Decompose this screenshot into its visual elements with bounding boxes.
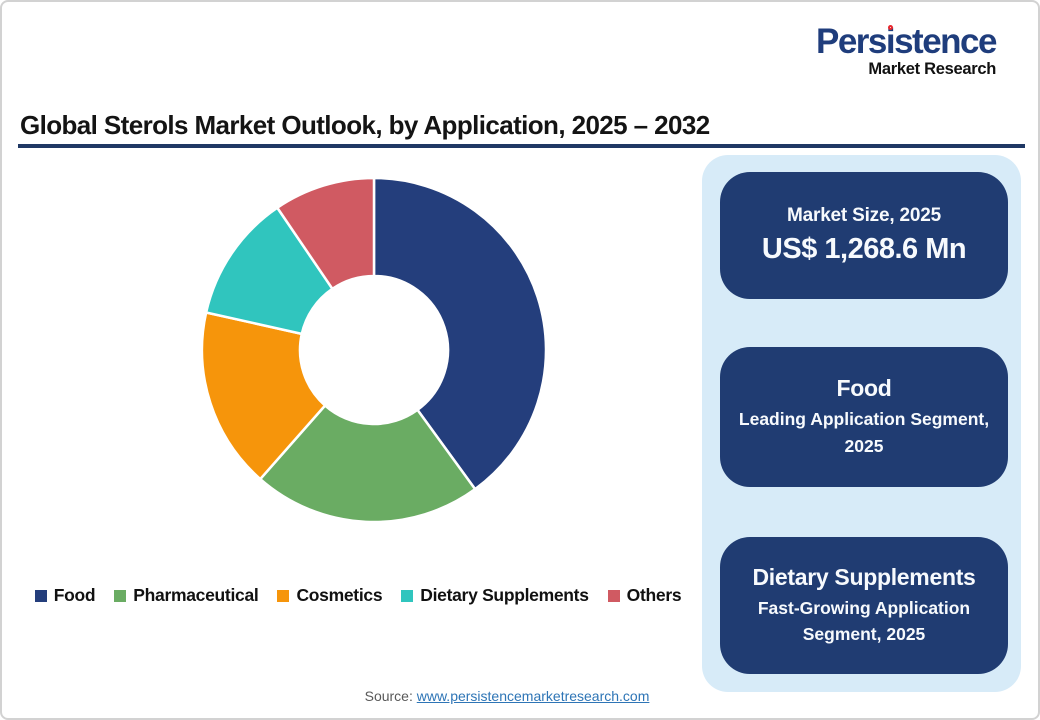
fast-growing-segment-card: Dietary Supplements Fast-Growing Applica… [720,537,1008,674]
legend-item-dietary-supplements: Dietary Supplements [401,585,589,606]
legend-swatch-icon [401,589,414,602]
market-size-value: US$ 1,268.6 Mn [761,233,967,265]
legend-label: Food [53,585,96,605]
leading-segment-card: Food Leading Application Segment, 2025 [720,347,1008,487]
fast-growing-segment-desc: Fast-Growing Application Segment, 2025 [757,597,971,644]
donut-chart [2,155,702,595]
legend-label: Others [626,585,682,605]
legend-label: Cosmetics [296,585,383,605]
donut-slice-food [372,176,548,491]
market-size-card: Market Size, 2025 US$ 1,268.6 Mn [720,172,1008,299]
legend-swatch-icon [34,589,47,602]
donut-slice-cosmetics [200,311,327,481]
source-label: Source: [364,688,413,704]
source-line: Source: www.persistencemarketresearch.co… [2,688,1012,704]
market-size-heading: Market Size, 2025 [787,205,941,226]
legend-item-others: Others [607,585,682,606]
donut-slice-pharmaceutical [259,404,477,524]
legend-item-pharmaceutical: Pharmaceutical [114,585,259,606]
leading-segment-name: Food [836,375,892,402]
legend-label: Dietary Supplements [420,585,589,605]
highlights-panel: Market Size, 2025 US$ 1,268.6 Mn Food Le… [702,155,1021,692]
legend-swatch-icon [114,589,127,602]
brand-name: Persistence [815,22,998,61]
brand-logo: Persistence Market Research [815,22,998,79]
source-link[interactable]: www.persistencemarketresearch.com [416,688,650,704]
leading-segment-desc: Leading Application Segment, 2025 [738,409,990,456]
legend-label: Pharmaceutical [133,585,259,605]
legend-swatch-icon [277,589,290,602]
donut-chart-svg [200,176,548,524]
legend-swatch-icon [607,589,620,602]
title-underline [18,144,1025,148]
legend-item-cosmetics: Cosmetics [277,585,383,606]
chart-legend: Food Pharmaceutical Cosmetics Dietary Suppl… [2,585,714,606]
fast-growing-segment-name: Dietary Supplements [752,563,976,590]
donut-slice-others [276,176,376,291]
brand-i-dot-icon [888,25,894,30]
brand-tagline: Market Research [868,60,996,78]
brand-name-text: Persistence [815,22,998,61]
legend-item-food: Food [34,585,96,606]
page-title: Global Sterols Market Outlook, by Applic… [20,110,710,140]
